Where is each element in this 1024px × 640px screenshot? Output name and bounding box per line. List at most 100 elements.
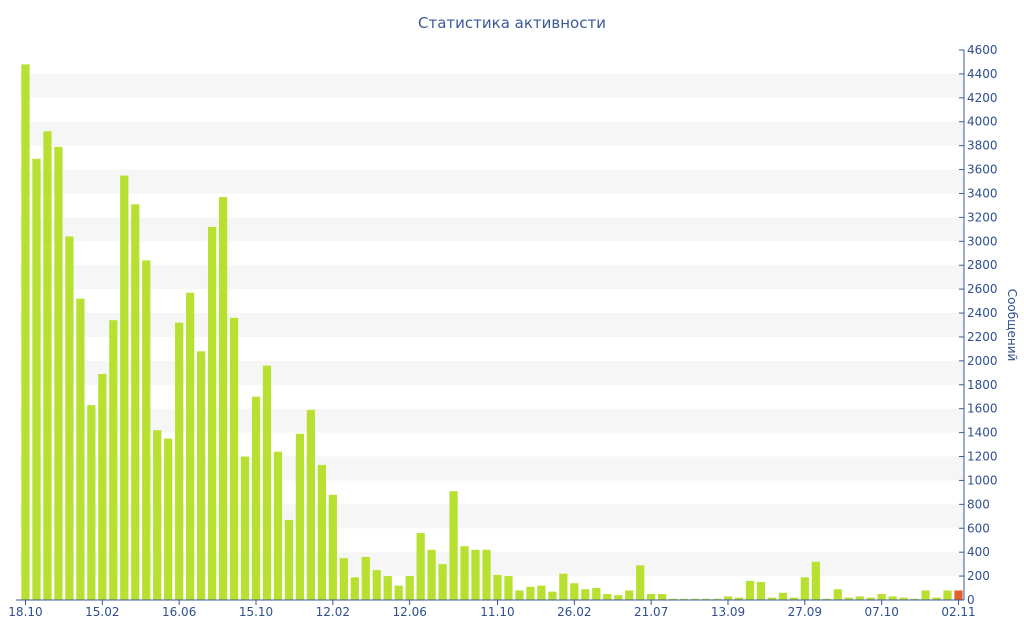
bar bbox=[888, 596, 897, 600]
bar bbox=[833, 589, 842, 600]
x-tick-label: 12.06 bbox=[392, 605, 426, 619]
bar bbox=[723, 596, 733, 600]
bar bbox=[811, 561, 820, 600]
bar bbox=[537, 585, 546, 600]
y-tick-label: 2200 bbox=[967, 330, 998, 344]
grid-band bbox=[20, 313, 964, 337]
chart-title: Статистика активности bbox=[418, 14, 606, 32]
bar bbox=[592, 588, 601, 600]
x-tick-label: 27.09 bbox=[788, 605, 822, 619]
bar bbox=[262, 365, 272, 600]
bar bbox=[866, 597, 875, 600]
bar bbox=[921, 590, 930, 600]
bar bbox=[548, 591, 557, 600]
bar bbox=[383, 576, 392, 600]
x-tick-label: 07.10 bbox=[864, 605, 898, 619]
bar bbox=[251, 396, 261, 600]
bar bbox=[625, 590, 634, 600]
bar bbox=[218, 197, 228, 600]
bar bbox=[339, 558, 348, 600]
y-tick-label: 1600 bbox=[967, 402, 998, 416]
grid-band bbox=[20, 504, 964, 529]
y-tick-label: 2600 bbox=[967, 282, 998, 296]
bar bbox=[603, 594, 612, 600]
y-tick-label: 4200 bbox=[967, 91, 998, 105]
bar bbox=[504, 576, 513, 600]
bar bbox=[186, 292, 195, 600]
bar bbox=[240, 456, 250, 600]
y-tick-label: 2400 bbox=[967, 306, 998, 320]
y-tick-label: 1400 bbox=[967, 426, 998, 440]
bar bbox=[855, 596, 864, 600]
bar bbox=[690, 598, 700, 600]
y-tick-label: 200 bbox=[967, 569, 990, 583]
bar bbox=[767, 597, 777, 600]
bar bbox=[98, 374, 107, 600]
y-tick-label: 2000 bbox=[967, 354, 998, 368]
bar bbox=[800, 577, 809, 600]
y-axis-label: Сообщений bbox=[1005, 289, 1019, 362]
bar bbox=[328, 494, 337, 600]
bar bbox=[87, 405, 96, 600]
y-tick-label: 3200 bbox=[967, 210, 998, 224]
bar bbox=[21, 64, 30, 600]
y-tick-label: 4400 bbox=[967, 67, 998, 81]
x-tick-label: 15.10 bbox=[239, 605, 273, 619]
bar bbox=[438, 564, 447, 600]
bar bbox=[482, 549, 491, 600]
grid-band bbox=[20, 217, 964, 242]
x-tick-label: 18.10 bbox=[8, 605, 42, 619]
bar bbox=[372, 570, 381, 600]
bar bbox=[284, 519, 294, 600]
bar bbox=[207, 226, 217, 600]
bar bbox=[515, 590, 524, 600]
bar bbox=[559, 573, 568, 600]
bar bbox=[756, 582, 766, 600]
bar bbox=[701, 598, 711, 600]
bar bbox=[120, 175, 129, 601]
bar bbox=[778, 592, 787, 600]
grid-bands bbox=[20, 73, 964, 577]
y-tick-label: 1000 bbox=[967, 473, 998, 487]
bars bbox=[21, 64, 963, 601]
bar bbox=[306, 409, 315, 600]
y-tick-label: 3000 bbox=[967, 234, 998, 248]
bar bbox=[361, 556, 370, 600]
bar bbox=[427, 549, 436, 600]
bar bbox=[493, 574, 502, 600]
grid-band bbox=[20, 169, 964, 194]
bar bbox=[932, 597, 941, 600]
bar bbox=[405, 576, 414, 600]
bar bbox=[229, 317, 239, 600]
y-tick-label: 4600 bbox=[967, 43, 998, 57]
bar bbox=[471, 549, 480, 600]
grid-band bbox=[20, 265, 964, 290]
bar bbox=[295, 433, 305, 600]
y-tick-label: 3400 bbox=[967, 186, 998, 200]
bar bbox=[844, 597, 853, 600]
bar bbox=[175, 322, 184, 600]
bar bbox=[669, 598, 678, 600]
x-axis: 18.10 15.02 16.06 15.10 12.02 12.06 11.10 26.02… bbox=[8, 599, 976, 619]
bar bbox=[910, 598, 919, 600]
bar bbox=[32, 158, 41, 600]
y-tick-label: 0 bbox=[967, 593, 975, 607]
y-tick-label: 1800 bbox=[967, 378, 998, 392]
bar bbox=[131, 204, 140, 600]
bar bbox=[449, 491, 458, 600]
bar bbox=[789, 597, 798, 600]
y-tick-label: 2800 bbox=[967, 258, 998, 272]
y-tick-label: 800 bbox=[967, 497, 990, 511]
bar bbox=[153, 430, 162, 600]
bar bbox=[877, 594, 886, 600]
grid-band bbox=[20, 408, 964, 433]
bar bbox=[273, 451, 283, 600]
bar bbox=[76, 298, 85, 600]
bar bbox=[164, 438, 173, 600]
grid-band bbox=[20, 552, 964, 577]
bar bbox=[954, 590, 963, 600]
bar bbox=[416, 533, 425, 600]
bar bbox=[350, 577, 359, 600]
x-tick-label: 15.02 bbox=[85, 605, 119, 619]
